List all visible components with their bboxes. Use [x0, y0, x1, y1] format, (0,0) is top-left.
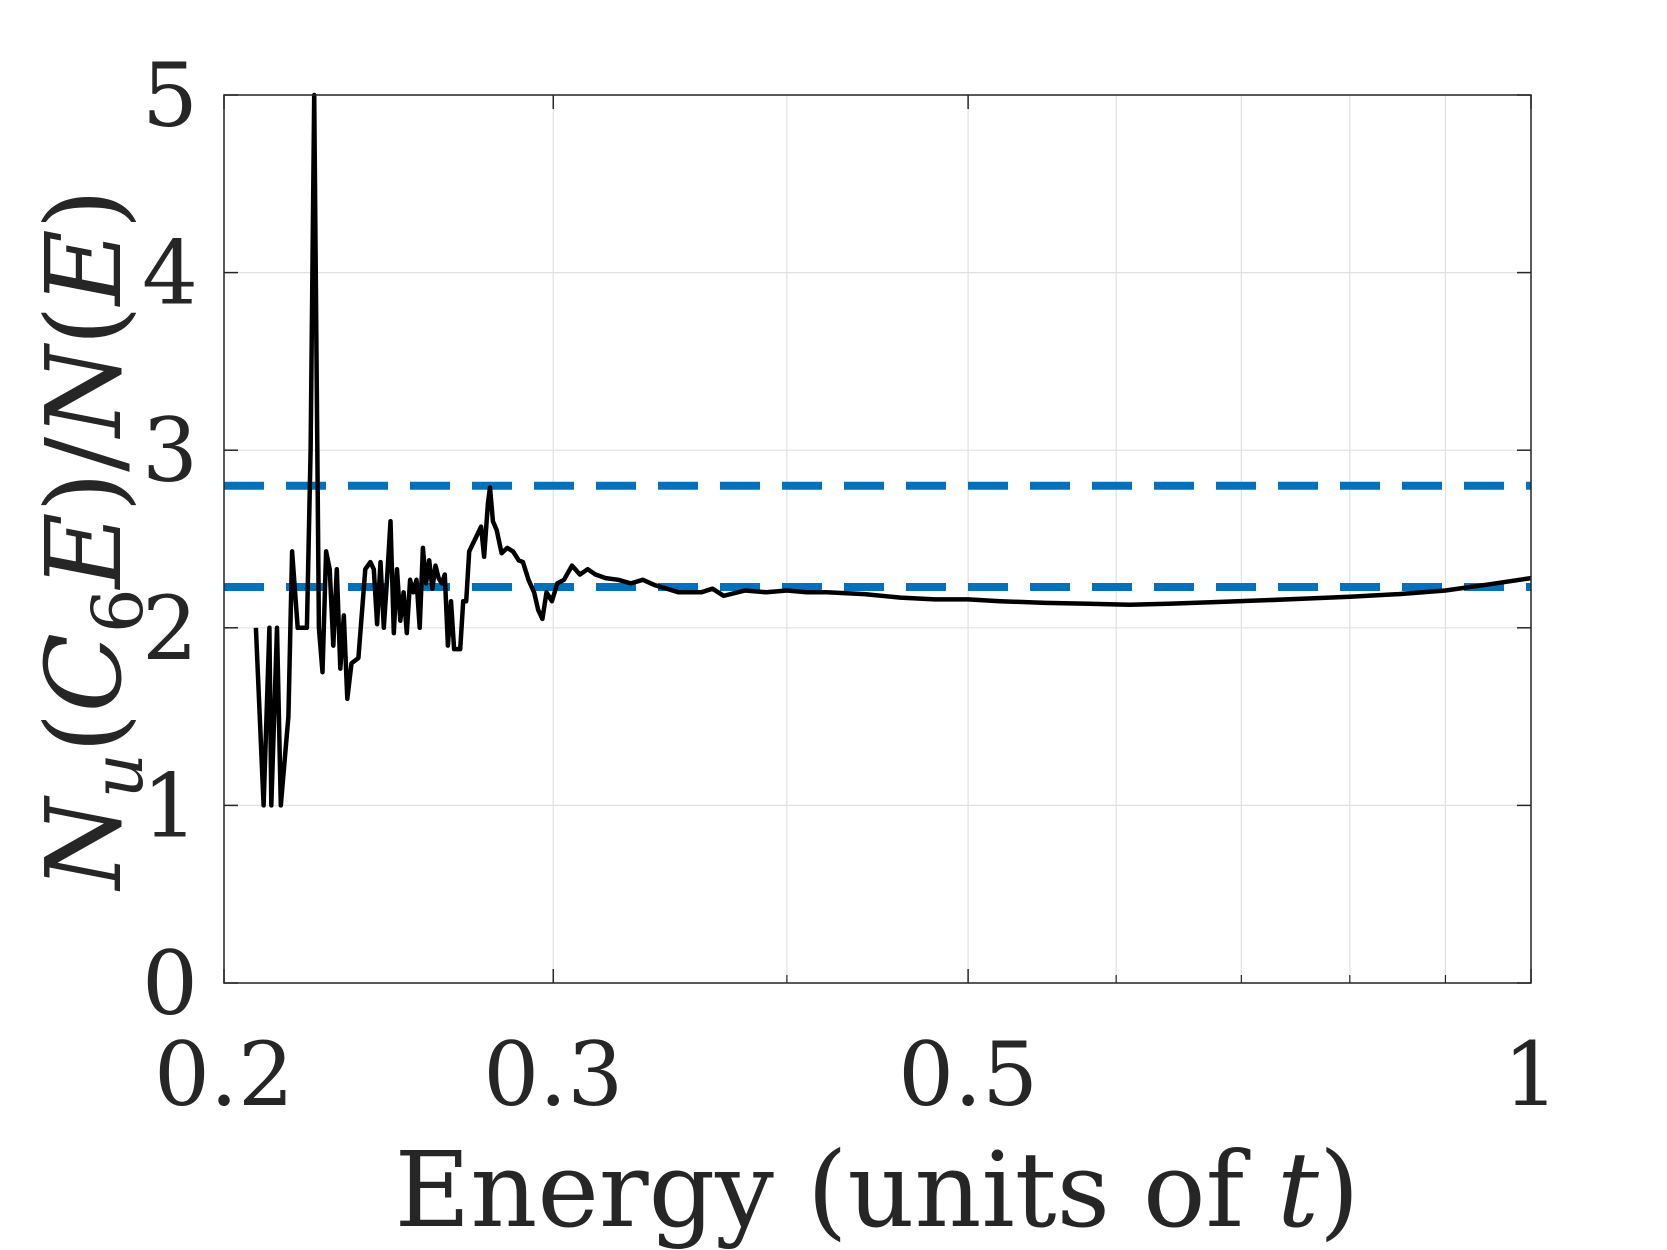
x-tick-label: 0.3 [483, 1023, 623, 1126]
y-tick-label: 4 [142, 222, 198, 325]
y-axis-label: Nu(C6E)/N(E) [23, 189, 159, 892]
x-axis-label: Energy (units of t) [394, 1129, 1359, 1250]
x-tick-label: 0.2 [154, 1023, 294, 1126]
series-layer [253, 92, 1532, 808]
y-tick-label: 2 [142, 577, 198, 680]
x-tick-label: 1 [1503, 1023, 1559, 1126]
y-tick-label: 3 [142, 399, 198, 502]
x-tick-label: 0.5 [898, 1023, 1038, 1126]
y-tick-label: 5 [142, 44, 198, 147]
reference-lines [224, 481, 1531, 591]
plot-frame [223, 94, 1532, 984]
ticks: 0.2 0.3 0.5 1 0 1 2 3 4 5 [142, 44, 1559, 1126]
y-tick-label: 0 [142, 932, 198, 1035]
y-tick-label: 1 [142, 754, 198, 857]
series-line [253, 92, 1532, 808]
